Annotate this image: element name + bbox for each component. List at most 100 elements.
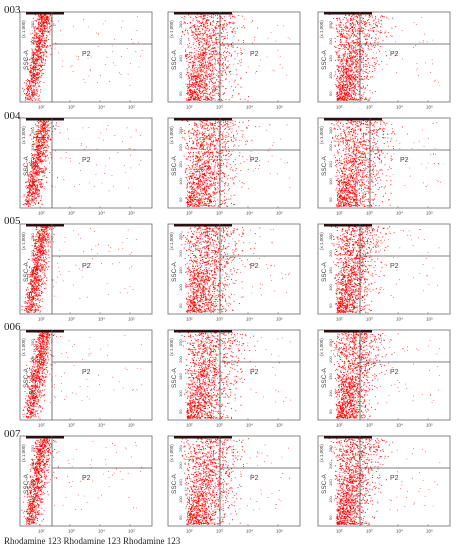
- dot-points: [330, 332, 440, 419]
- x-axis-footer: Rhodamine 123 Rhodamine 123 Rhodamine 12…: [4, 536, 180, 546]
- footer-label-2: Rhodamine 123: [63, 536, 121, 546]
- y-multiplier-label: (x 1,000): [169, 126, 174, 144]
- x-tick-label: 10³: [68, 423, 75, 428]
- y-tick-label: 150: [328, 55, 333, 62]
- saturation-band: [324, 330, 372, 333]
- y-tick-label: 250: [30, 233, 35, 240]
- scatter-panel-003-3: P2 SSC-A (x 1,000) 50 100 150 200 250 10² 10³ 10⁴ 1…: [317, 11, 451, 110]
- y-tick-label: 100: [178, 72, 183, 79]
- x-tick-label: 10⁴: [396, 529, 403, 534]
- x-tick-label: 10²: [186, 105, 193, 110]
- scatter-panel-004-1: P2 SSC-A (x 1,000) 50 100 150 200 250 10² 10³ 10⁴ 1…: [19, 117, 153, 216]
- y-tick-label: 150: [328, 479, 333, 486]
- x-tick-label: 10²: [336, 105, 343, 110]
- saturation-band: [26, 12, 64, 15]
- x-tick-label: 10⁴: [396, 105, 403, 110]
- scatter-panel-005-1: P2 SSC-A (x 1,000) 50 100 150 200 250 10² 10³ 10⁴ 1…: [19, 223, 153, 322]
- x-tick-label: 10³: [366, 423, 373, 428]
- y-tick-label: 250: [30, 339, 35, 346]
- gate-label: P2: [400, 157, 409, 164]
- saturation-band: [26, 436, 64, 439]
- y-tick-label: 200: [30, 250, 35, 257]
- panel-frame: [19, 329, 153, 421]
- x-tick-label: 10⁴: [396, 423, 403, 428]
- y-tick-label: 250: [30, 445, 35, 452]
- scatter-panel-004-3: P2 SSC-A (x 1,000) 50 100 150 200 250 10² 10³ 10⁴ 1…: [317, 117, 451, 216]
- y-tick-label: 150: [30, 267, 35, 274]
- panel-frame: [167, 223, 301, 315]
- x-tick-label: 10⁵: [276, 317, 283, 322]
- gate-label: P2: [82, 51, 91, 58]
- dot-cloud: [331, 226, 440, 313]
- dot-cloud: [330, 332, 440, 419]
- y-tick-label: 50: [178, 91, 183, 96]
- y-axis-label: SSC-A: [23, 367, 30, 388]
- y-multiplier-label: (x 1,000): [319, 444, 324, 462]
- x-tick-label: 10⁵: [426, 211, 433, 216]
- scatter-panel-003-1: P2 SSC-A (x 1,000) 50 100 150 200 250 10² 10³ 10⁴ 1…: [19, 11, 153, 110]
- x-tick-label: 10²: [336, 529, 343, 534]
- y-tick-label: 200: [328, 144, 333, 151]
- x-tick-label: 10⁴: [246, 529, 253, 534]
- y-axis-label: SSC-A: [321, 155, 328, 176]
- x-tick-label: 10³: [216, 105, 223, 110]
- saturation-band: [324, 436, 372, 439]
- y-tick-label: 150: [178, 161, 183, 168]
- x-tick-label: 10⁵: [128, 529, 135, 534]
- y-tick-label: 100: [30, 496, 35, 503]
- x-tick-label: 10²: [336, 317, 343, 322]
- row-label-005: 005: [4, 215, 21, 227]
- y-tick-label: 250: [178, 21, 183, 28]
- y-tick-label: 250: [30, 127, 35, 134]
- y-tick-label: 250: [328, 233, 333, 240]
- y-tick-label: 50: [30, 409, 35, 414]
- row-label-006: 006: [4, 321, 21, 333]
- y-tick-label: 250: [178, 339, 183, 346]
- y-tick-label: 100: [178, 178, 183, 185]
- y-axis-label: SSC-A: [23, 261, 30, 282]
- x-tick-label: 10²: [186, 529, 193, 534]
- y-tick-label: 200: [178, 356, 183, 363]
- y-tick-label: 50: [178, 197, 183, 202]
- y-tick-label: 150: [328, 161, 333, 168]
- x-tick-label: 10⁴: [246, 105, 253, 110]
- gate-label: P2: [82, 263, 91, 270]
- y-tick-label: 50: [30, 91, 35, 96]
- y-axis-label: SSC-A: [321, 49, 328, 70]
- x-tick-label: 10⁵: [128, 423, 135, 428]
- y-tick-label: 100: [30, 284, 35, 291]
- x-tick-label: 10⁴: [246, 423, 253, 428]
- y-tick-label: 100: [328, 390, 333, 397]
- y-tick-label: 50: [178, 515, 183, 520]
- scatter-panel-006-1: P2 SSC-A (x 1,000) 50 100 150 200 250 10² 10³ 10⁴ 1…: [19, 329, 153, 428]
- dot-points: [23, 120, 142, 207]
- y-tick-label: 200: [30, 144, 35, 151]
- saturation-band: [174, 12, 232, 15]
- x-tick-label: 10⁴: [98, 211, 105, 216]
- x-tick-label: 10³: [68, 317, 75, 322]
- y-multiplier-label: (x 1,000): [319, 232, 324, 250]
- dot-cloud: [21, 226, 138, 313]
- y-tick-label: 200: [30, 462, 35, 469]
- y-tick-label: 50: [178, 303, 183, 308]
- y-tick-label: 150: [178, 479, 183, 486]
- x-tick-label: 10³: [216, 423, 223, 428]
- gate-label: P2: [250, 263, 259, 270]
- y-tick-label: 200: [178, 462, 183, 469]
- y-multiplier-label: (x 1,000): [21, 444, 26, 462]
- x-tick-label: 10²: [38, 105, 45, 110]
- y-axis-label: SSC-A: [171, 367, 178, 388]
- y-tick-label: 150: [30, 479, 35, 486]
- x-tick-label: 10⁵: [128, 211, 135, 216]
- gate-label: P2: [250, 369, 259, 376]
- y-tick-label: 200: [30, 356, 35, 363]
- x-tick-label: 10²: [186, 211, 193, 216]
- y-tick-label: 200: [30, 38, 35, 45]
- saturation-band: [324, 118, 382, 121]
- x-tick-label: 10⁵: [276, 211, 283, 216]
- y-tick-label: 100: [30, 72, 35, 79]
- y-tick-label: 100: [328, 496, 333, 503]
- saturation-band: [26, 224, 64, 227]
- x-tick-label: 10³: [366, 317, 373, 322]
- y-multiplier-label: (x 1,000): [169, 20, 174, 38]
